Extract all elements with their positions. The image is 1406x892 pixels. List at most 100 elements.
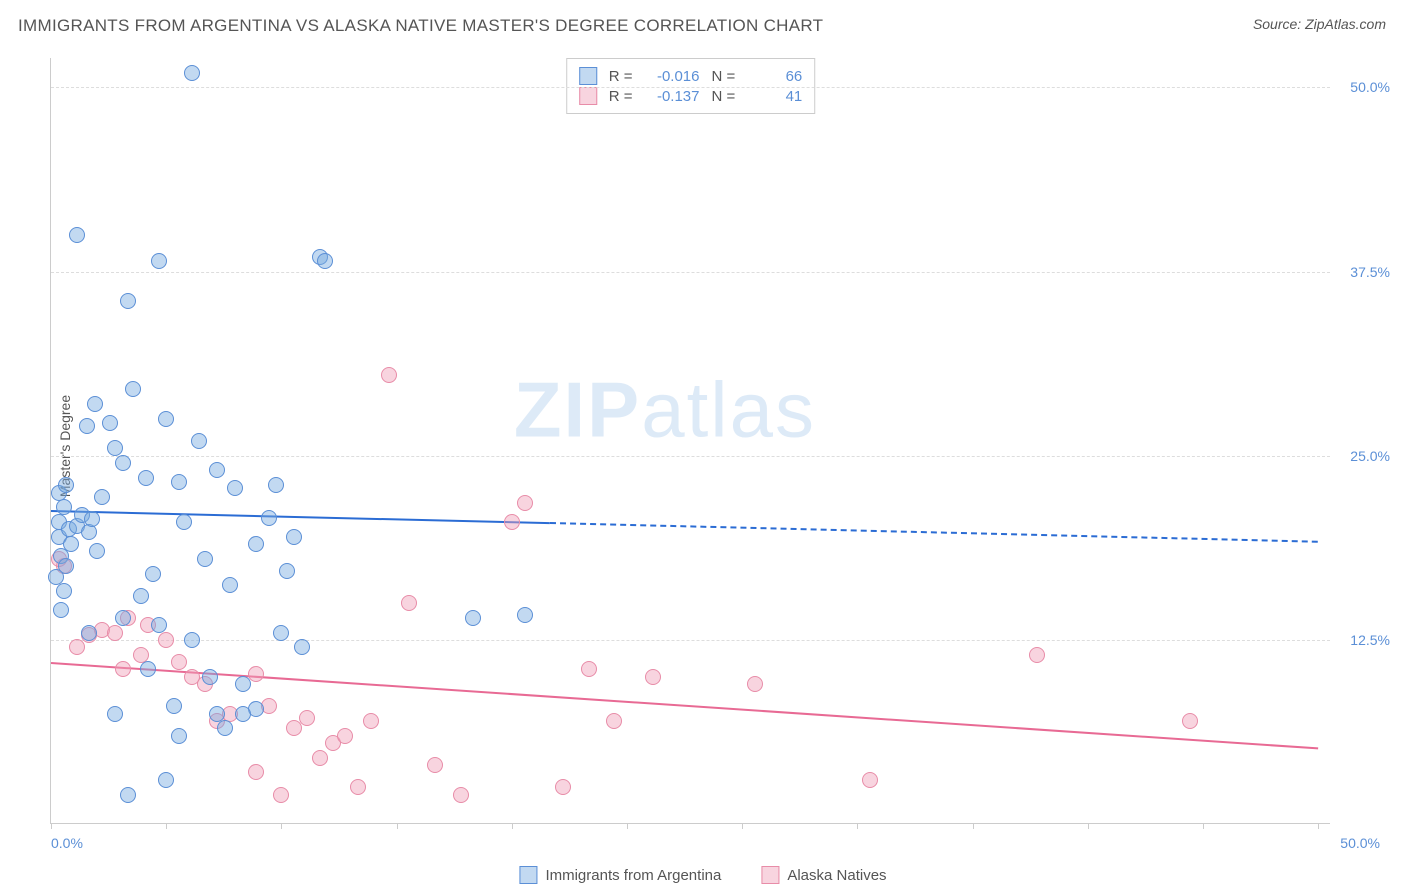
r-value-pink: -0.137 — [645, 88, 700, 105]
correlation-box: R = -0.016 N = 66 R = -0.137 N = 41 — [566, 58, 816, 114]
scatter-point-pink — [312, 750, 328, 766]
scatter-point-pink — [517, 495, 533, 511]
scatter-point-blue — [48, 569, 64, 585]
scatter-point-pink — [133, 647, 149, 663]
scatter-point-pink — [381, 367, 397, 383]
grid-line — [51, 456, 1330, 457]
scatter-point-pink — [115, 661, 131, 677]
chart-container: IMMIGRANTS FROM ARGENTINA VS ALASKA NATI… — [0, 0, 1406, 892]
correlation-row-blue: R = -0.016 N = 66 — [579, 67, 803, 85]
scatter-point-blue — [209, 706, 225, 722]
scatter-point-blue — [89, 543, 105, 559]
trend-line-blue-solid — [51, 510, 550, 524]
scatter-point-blue — [69, 227, 85, 243]
x-tick — [397, 823, 398, 829]
scatter-point-pink — [273, 787, 289, 803]
correlation-swatch-pink — [579, 87, 597, 105]
scatter-point-blue — [171, 728, 187, 744]
n-label: N = — [712, 88, 736, 105]
scatter-point-blue — [120, 293, 136, 309]
x-tick — [742, 823, 743, 829]
y-tick-label: 12.5% — [1350, 632, 1390, 648]
scatter-point-pink — [453, 787, 469, 803]
scatter-point-blue — [286, 529, 302, 545]
x-tick — [1318, 823, 1319, 829]
scatter-point-blue — [191, 433, 207, 449]
scatter-point-pink — [862, 772, 878, 788]
scatter-point-pink — [171, 654, 187, 670]
scatter-point-blue — [202, 669, 218, 685]
scatter-point-blue — [235, 676, 251, 692]
scatter-point-pink — [555, 779, 571, 795]
x-tick — [166, 823, 167, 829]
scatter-point-blue — [102, 415, 118, 431]
scatter-point-blue — [171, 474, 187, 490]
r-value-blue: -0.016 — [645, 68, 700, 85]
scatter-point-blue — [294, 639, 310, 655]
source-prefix: Source: — [1253, 16, 1305, 32]
scatter-point-pink — [401, 595, 417, 611]
scatter-point-blue — [151, 253, 167, 269]
scatter-point-pink — [1029, 647, 1045, 663]
plot-area: ZIPatlas R = -0.016 N = 66 R = -0.137 N … — [50, 58, 1330, 824]
scatter-point-blue — [268, 477, 284, 493]
scatter-point-blue — [63, 536, 79, 552]
scatter-point-blue — [107, 440, 123, 456]
scatter-point-blue — [248, 536, 264, 552]
y-tick-label: 50.0% — [1350, 79, 1390, 95]
scatter-point-pink — [337, 728, 353, 744]
scatter-point-pink — [107, 625, 123, 641]
scatter-point-pink — [363, 713, 379, 729]
legend-swatch-blue — [519, 866, 537, 884]
scatter-point-blue — [184, 632, 200, 648]
x-tick-label-right: 50.0% — [1340, 835, 1380, 851]
x-tick-label-left: 0.0% — [51, 835, 83, 851]
scatter-point-blue — [209, 462, 225, 478]
scatter-point-blue — [176, 514, 192, 530]
scatter-point-blue — [217, 720, 233, 736]
scatter-point-blue — [138, 470, 154, 486]
scatter-point-blue — [317, 253, 333, 269]
scatter-point-blue — [107, 706, 123, 722]
scatter-point-pink — [248, 666, 264, 682]
x-tick — [857, 823, 858, 829]
chart-title: IMMIGRANTS FROM ARGENTINA VS ALASKA NATI… — [18, 16, 823, 36]
watermark-zip: ZIP — [514, 365, 641, 453]
scatter-point-pink — [299, 710, 315, 726]
scatter-point-pink — [248, 764, 264, 780]
grid-line — [51, 272, 1330, 273]
legend-label-blue: Immigrants from Argentina — [545, 867, 721, 884]
scatter-point-pink — [504, 514, 520, 530]
x-tick — [627, 823, 628, 829]
scatter-point-blue — [56, 583, 72, 599]
scatter-point-blue — [273, 625, 289, 641]
legend-swatch-pink — [761, 866, 779, 884]
scatter-point-blue — [517, 607, 533, 623]
bottom-legend: Immigrants from Argentina Alaska Natives — [519, 866, 886, 884]
r-label: R = — [609, 68, 633, 85]
scatter-point-blue — [87, 396, 103, 412]
legend-item-blue: Immigrants from Argentina — [519, 866, 721, 884]
scatter-point-blue — [115, 455, 131, 471]
scatter-point-pink — [1182, 713, 1198, 729]
trend-line-blue-dashed — [550, 522, 1318, 543]
scatter-point-blue — [222, 577, 238, 593]
x-tick — [973, 823, 974, 829]
scatter-point-blue — [279, 563, 295, 579]
scatter-point-pink — [158, 632, 174, 648]
n-value-blue: 66 — [747, 68, 802, 85]
y-tick-label: 25.0% — [1350, 448, 1390, 464]
watermark-atlas: atlas — [641, 365, 816, 453]
source-name: ZipAtlas.com — [1305, 16, 1386, 32]
scatter-point-blue — [53, 602, 69, 618]
scatter-point-blue — [197, 551, 213, 567]
scatter-point-blue — [261, 510, 277, 526]
scatter-point-blue — [81, 625, 97, 641]
x-tick — [281, 823, 282, 829]
scatter-point-pink — [427, 757, 443, 773]
x-tick — [1088, 823, 1089, 829]
legend-item-pink: Alaska Natives — [761, 866, 886, 884]
scatter-point-blue — [166, 698, 182, 714]
scatter-point-blue — [125, 381, 141, 397]
n-label: N = — [712, 68, 736, 85]
